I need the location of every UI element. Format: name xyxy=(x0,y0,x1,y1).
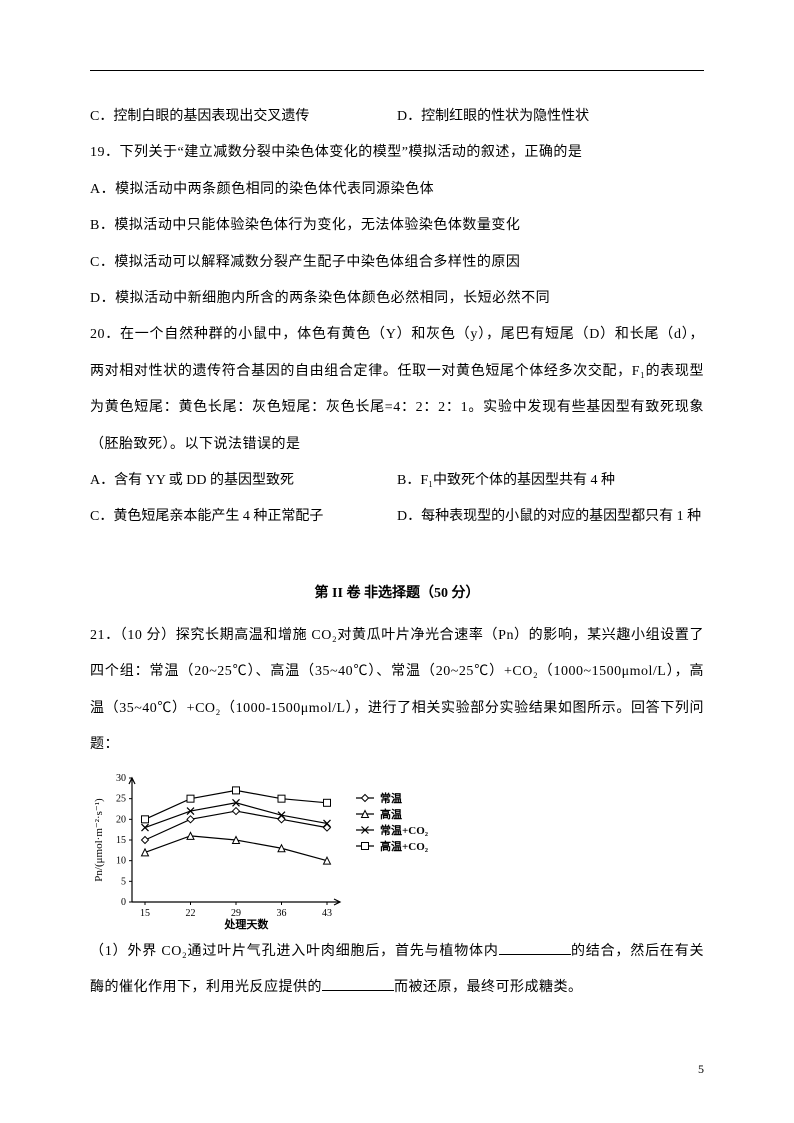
svg-text:43: 43 xyxy=(322,908,332,919)
blank-2 xyxy=(322,976,394,991)
q20-D: D．每种表现型的小鼠的对应的基因型都只有 1 种 xyxy=(397,499,704,535)
svg-text:22: 22 xyxy=(186,908,196,919)
q19-A: A．模拟活动中两条颜色相同的染色体代表同源染色体 xyxy=(90,172,704,208)
svg-text:36: 36 xyxy=(277,908,287,919)
q20-B: B．F₁中致死个体的基因型共有 4 种 xyxy=(397,463,704,499)
q20-stem: 20．在一个自然种群的小鼠中，体色有黄色（Y）和灰色（y），尾巴有短尾（D）和长… xyxy=(90,317,704,463)
page: C．控制白眼的基因表现出交叉遗传 D．控制红眼的性状为隐性性状 19．下列关于“… xyxy=(0,0,794,1123)
svg-text:Pn/(μmol·m⁻²·s⁻¹): Pn/(μmol·m⁻²·s⁻¹) xyxy=(93,798,105,882)
pn-chart: 0 5 10 15 20 25 30 15 22 29 36 43 处理天数 Pn/(μmol·m⁻²·s… xyxy=(90,770,704,930)
page-number: 5 xyxy=(698,1062,704,1077)
svg-text:5: 5 xyxy=(121,876,126,887)
q21-sub1c: 而被还原，最终可形成糖类。 xyxy=(394,980,583,995)
q18-optD: D．控制红眼的性状为隐性性状 xyxy=(397,99,704,135)
svg-text:20: 20 xyxy=(116,814,126,825)
svg-text:30: 30 xyxy=(116,773,126,784)
section-2-title: 第 II 卷 非选择题（50 分） xyxy=(90,576,704,612)
q19-B: B．模拟活动中只能体验染色体行为变化，无法体验染色体数量变化 xyxy=(90,208,704,244)
q18-optC: C．控制白眼的基因表现出交叉遗传 xyxy=(90,99,397,135)
q20-options-cd: C．黄色短尾亲本能产生 4 种正常配子 D．每种表现型的小鼠的对应的基因型都只有… xyxy=(90,499,704,535)
svg-text:常温+CO₂: 常温+CO₂ xyxy=(380,823,429,837)
q18-options-cd: C．控制白眼的基因表现出交叉遗传 D．控制红眼的性状为隐性性状 xyxy=(90,99,704,135)
q20-options-ab: A．含有 YY 或 DD 的基因型致死 B．F₁中致死个体的基因型共有 4 种 xyxy=(90,463,704,499)
svg-text:0: 0 xyxy=(121,897,126,908)
svg-text:29: 29 xyxy=(231,908,241,919)
svg-text:10: 10 xyxy=(116,855,126,866)
q21-sub1a: （1）外界 CO₂通过叶片气孔进入叶肉细胞后，首先与植物体内 xyxy=(90,944,499,959)
q20-A: A．含有 YY 或 DD 的基因型致死 xyxy=(90,463,397,499)
q21-sub1: （1）外界 CO₂通过叶片气孔进入叶肉细胞后，首先与植物体内的结合，然后在有关酶… xyxy=(90,934,704,1007)
svg-text:25: 25 xyxy=(116,793,126,804)
svg-text:15: 15 xyxy=(116,835,126,846)
svg-text:常温: 常温 xyxy=(380,791,402,805)
pn-chart-svg: 0 5 10 15 20 25 30 15 22 29 36 43 处理天数 Pn/(μmol·m⁻²·s… xyxy=(90,770,470,930)
top-rule xyxy=(90,70,704,71)
svg-text:高温: 高温 xyxy=(380,807,402,821)
svg-text:高温+CO₂: 高温+CO₂ xyxy=(380,839,429,853)
q21-stem: 21．（10 分）探究长期高温和增施 CO₂对黄瓜叶片净光合速率（Pn）的影响，… xyxy=(90,618,704,764)
blank-1 xyxy=(499,940,571,955)
svg-text:15: 15 xyxy=(140,908,150,919)
q20-C: C．黄色短尾亲本能产生 4 种正常配子 xyxy=(90,499,397,535)
q19-stem: 19．下列关于“建立减数分裂中染色体变化的模型”模拟活动的叙述，正确的是 xyxy=(90,135,704,171)
q19-C: C．模拟活动可以解释减数分裂产生配子中染色体组合多样性的原因 xyxy=(90,245,704,281)
svg-text:处理天数: 处理天数 xyxy=(223,917,269,930)
q19-D: D．模拟活动中新细胞内所含的两条染色体颜色必然相同，长短必然不同 xyxy=(90,281,704,317)
